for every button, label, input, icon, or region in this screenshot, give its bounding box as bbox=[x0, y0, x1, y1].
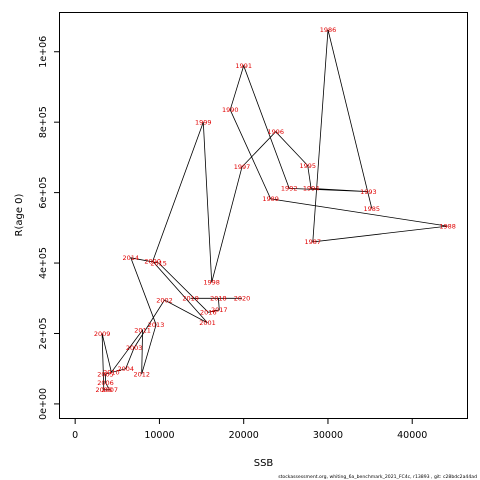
y-tick-label: 8e+05 bbox=[38, 106, 49, 138]
year-point-1999: 1999 bbox=[195, 118, 212, 126]
recruitment-path bbox=[101, 29, 448, 391]
year-point-2011: 2011 bbox=[134, 326, 151, 334]
year-point-2012: 2012 bbox=[133, 370, 150, 378]
y-tick-label: 0e+00 bbox=[38, 388, 49, 420]
year-point-2018: 2018 bbox=[210, 295, 227, 303]
year-point-2007: 2007 bbox=[101, 386, 118, 394]
year-point-1993: 1993 bbox=[360, 188, 377, 196]
year-point-1992: 1992 bbox=[281, 185, 298, 193]
year-point-2019: 2019 bbox=[182, 295, 199, 303]
year-point-1986: 1986 bbox=[320, 26, 337, 34]
y-axis-title: R(age 0) bbox=[14, 193, 25, 236]
x-tick-label: 20000 bbox=[229, 430, 259, 441]
year-point-1994: 1994 bbox=[303, 185, 320, 193]
year-point-1990: 1990 bbox=[222, 106, 239, 114]
y-tick-label: 6e+05 bbox=[38, 177, 49, 209]
x-axis: 0 10000 20000 30000 40000 bbox=[72, 418, 427, 441]
year-point-1996: 1996 bbox=[267, 128, 284, 136]
year-point-2016: 2016 bbox=[200, 309, 217, 317]
x-tick-label: 40000 bbox=[397, 430, 427, 441]
year-point-2008: 2008 bbox=[96, 386, 113, 394]
year-point-1998: 1998 bbox=[203, 279, 220, 287]
year-point-2005: 2005 bbox=[97, 370, 114, 378]
x-tick-label: 10000 bbox=[144, 430, 174, 441]
year-point-1991: 1991 bbox=[235, 62, 252, 70]
year-point-2009: 2009 bbox=[94, 330, 111, 338]
year-point-1995: 1995 bbox=[299, 162, 316, 170]
source-credit: stockassessment.org, whiting_6a_benchmar… bbox=[278, 474, 477, 480]
year-labels: 1985 1986 1987 1988 1989 1990 1991 1992 1993 1994… bbox=[94, 26, 456, 394]
year-point-2006: 2006 bbox=[97, 379, 114, 387]
year-point-2015: 2015 bbox=[150, 259, 167, 267]
plot-frame bbox=[59, 12, 468, 419]
year-point-2020: 2020 bbox=[234, 295, 251, 303]
year-point-1988: 1988 bbox=[439, 222, 456, 230]
y-tick-label: 4e+05 bbox=[38, 247, 49, 279]
x-axis-title: SSB bbox=[254, 458, 274, 469]
year-point-2014: 2014 bbox=[123, 254, 140, 262]
year-point-1997: 1997 bbox=[234, 163, 251, 171]
year-point-2017: 2017 bbox=[211, 306, 228, 314]
year-point-2002: 2002 bbox=[156, 296, 173, 304]
year-point-2010: 2010 bbox=[103, 369, 120, 377]
y-tick-label: 1e+06 bbox=[38, 36, 49, 68]
year-point-2003: 2003 bbox=[126, 344, 143, 352]
y-tick-label: 2e+05 bbox=[38, 318, 49, 350]
year-point-1987: 1987 bbox=[305, 238, 322, 246]
year-point-1989: 1989 bbox=[262, 195, 279, 203]
year-point-1985: 1985 bbox=[364, 205, 381, 213]
year-point-2004: 2004 bbox=[117, 365, 134, 373]
x-tick-label: 0 bbox=[72, 430, 78, 441]
y-axis: 0e+00 2e+05 4e+05 6e+05 8e+05 1e+06 bbox=[38, 36, 60, 420]
recruitment-trajectory-line bbox=[101, 29, 448, 391]
year-point-2001: 2001 bbox=[199, 319, 216, 327]
year-point-2000: 2000 bbox=[144, 258, 161, 266]
x-tick-label: 30000 bbox=[313, 430, 343, 441]
year-point-2013: 2013 bbox=[148, 321, 165, 329]
